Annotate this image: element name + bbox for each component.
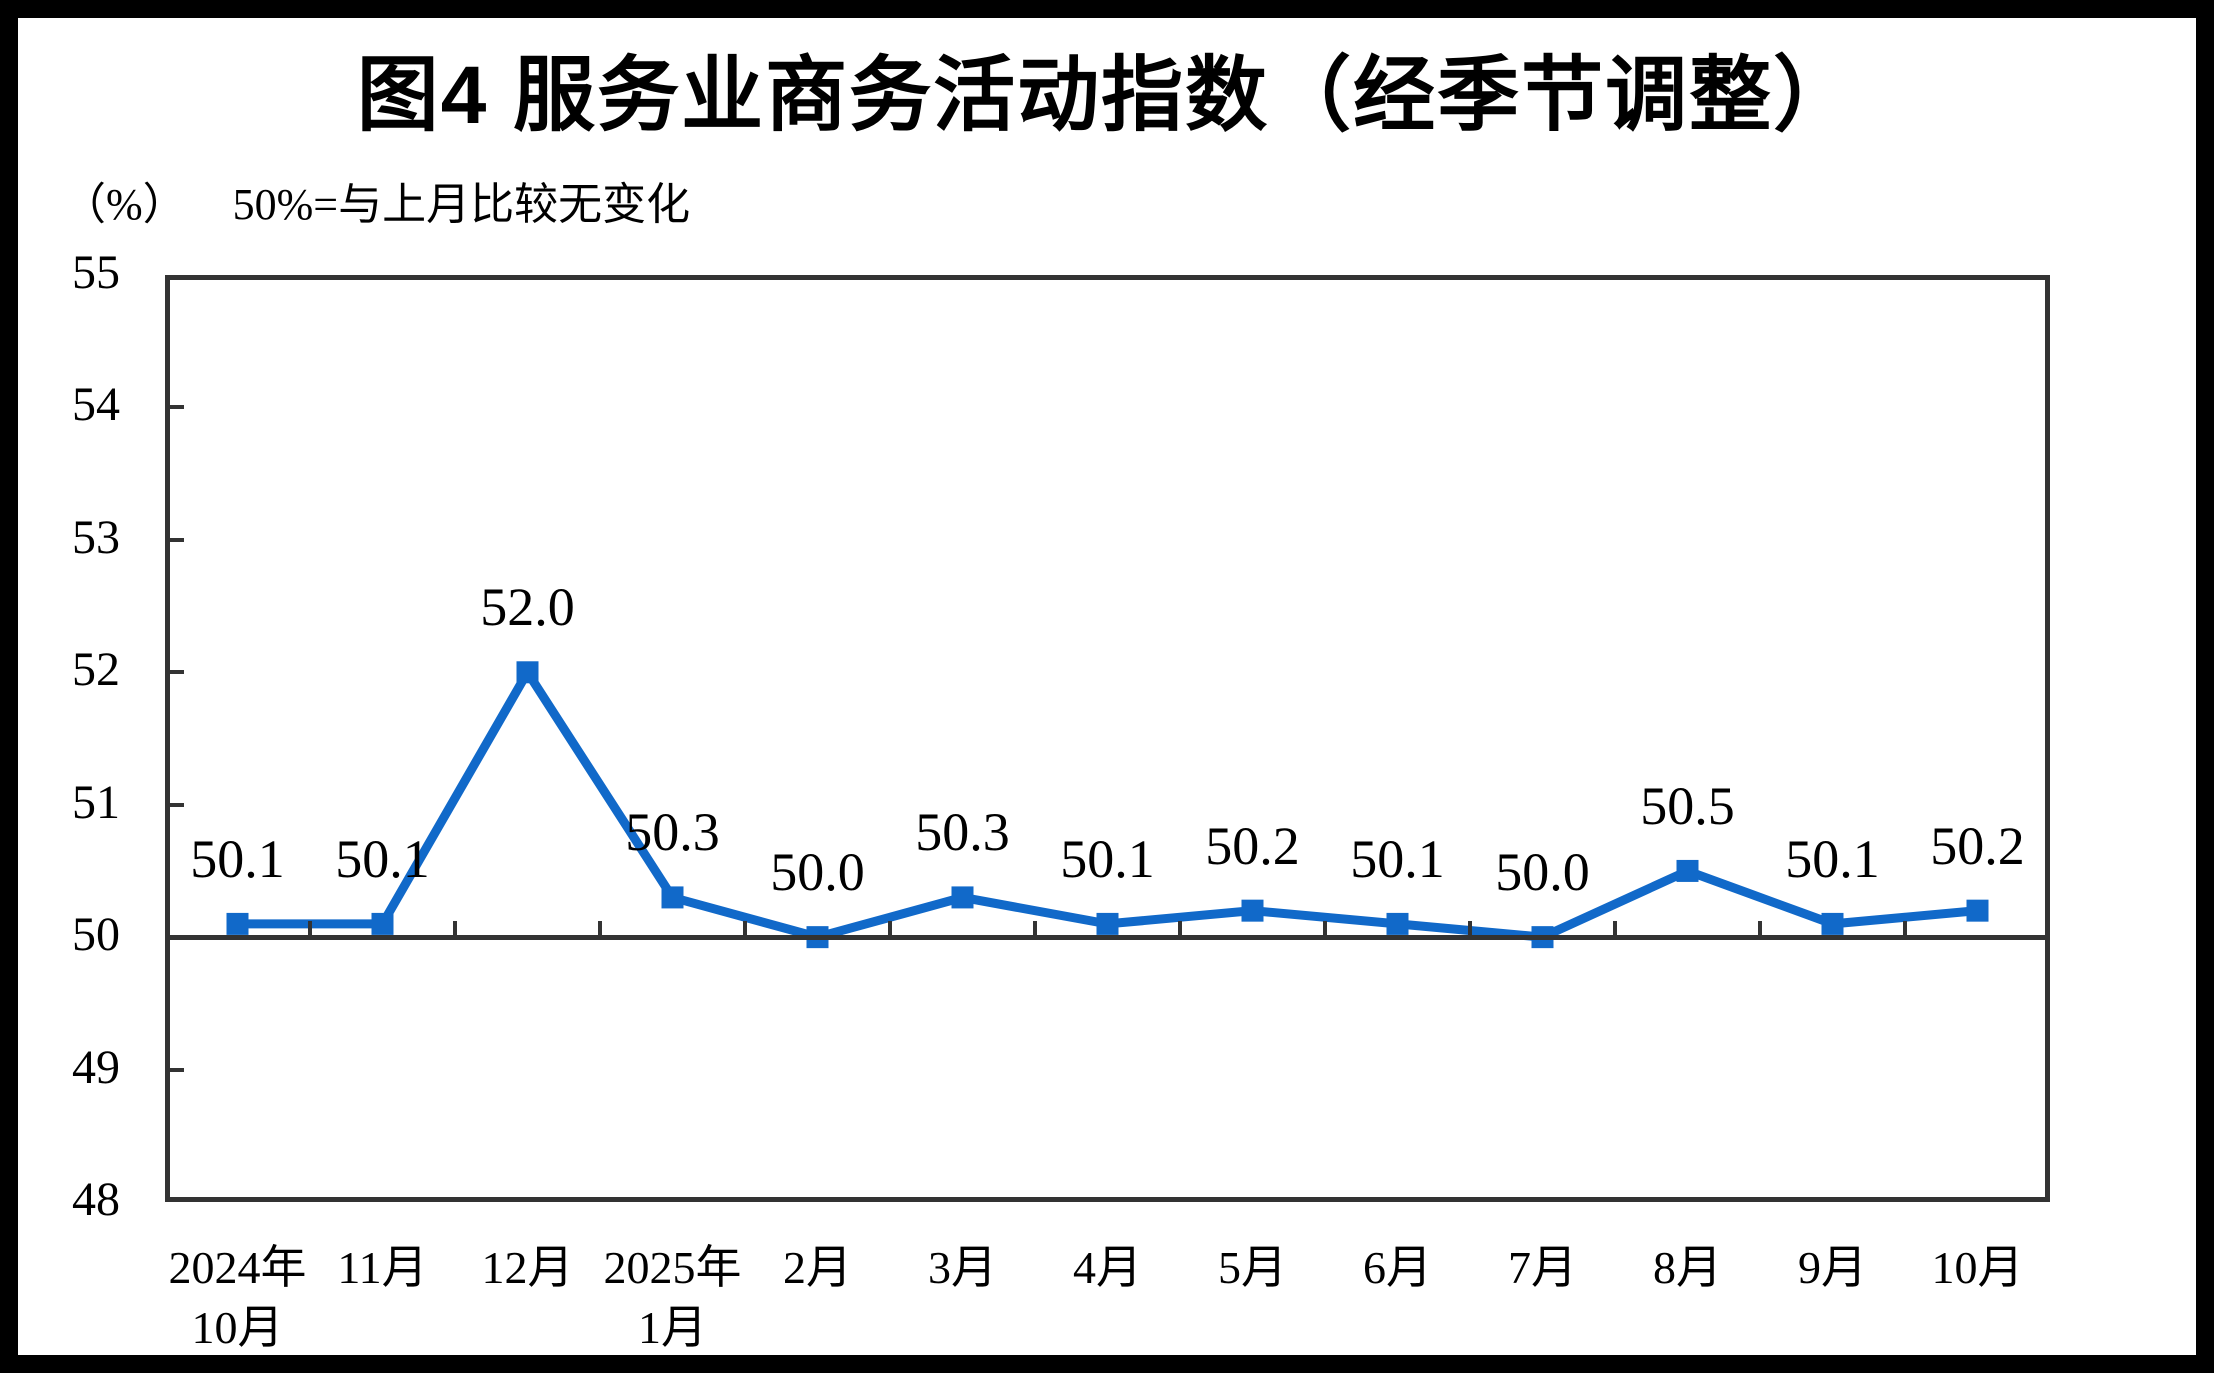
y-axis-label: 51	[72, 775, 120, 829]
y-axis-label: 50	[72, 908, 120, 962]
x-tick	[1468, 920, 1472, 935]
x-axis-label-line: 9月	[1798, 1242, 1867, 1293]
x-axis-label: 9月	[1798, 1238, 1867, 1298]
x-axis-label: 2月	[783, 1238, 852, 1298]
x-axis-label-line: 7月	[1508, 1242, 1577, 1293]
x-tick	[1903, 920, 1907, 935]
axis-unit-row: （%） 50%=与上月比较无变化	[62, 168, 690, 232]
x-axis-label: 2025年 1月	[604, 1238, 742, 1358]
x-axis-label-line: 8月	[1653, 1242, 1722, 1293]
x-tick	[598, 920, 602, 935]
x-axis-label: 11月	[337, 1238, 427, 1298]
data-label: 52.0	[480, 577, 575, 638]
x-axis-label: 10月	[1932, 1238, 2024, 1298]
data-label: 50.1	[335, 828, 430, 889]
x-axis-label-line: 1月	[638, 1301, 707, 1353]
data-label: 50.1	[1350, 828, 1445, 889]
x-axis-label-line: 6月	[1363, 1242, 1432, 1293]
data-label: 50.0	[1495, 842, 1590, 903]
data-label: 50.2	[1205, 815, 1300, 876]
x-axis-label-line: 2024年	[168, 1242, 307, 1293]
y-axis-label: 52	[72, 643, 120, 697]
y-tick	[170, 1067, 184, 1072]
x-axis-label-line: 10月	[1931, 1242, 2024, 1293]
data-label: 50.5	[1640, 775, 1735, 836]
x-axis-label: 8月	[1653, 1238, 1722, 1298]
x-tick	[1178, 920, 1182, 935]
y-axis-label: 53	[72, 510, 120, 564]
x-axis-label-line: 5月	[1218, 1242, 1287, 1293]
y-axis-label: 48	[72, 1173, 120, 1226]
x-axis-label-line: 2月	[783, 1242, 852, 1293]
x-axis-label-line: 12月	[481, 1242, 574, 1293]
x-axis-label: 2024年 10月	[169, 1238, 307, 1358]
y-axis-label: 49	[72, 1040, 120, 1094]
x-tick	[1758, 920, 1762, 935]
x-axis-label: 6月	[1363, 1238, 1432, 1298]
data-label: 50.2	[1930, 815, 2025, 876]
x-axis-label: 4月	[1073, 1238, 1142, 1298]
x-axis-label: 3月	[928, 1238, 997, 1298]
y-tick	[170, 670, 184, 675]
data-label: 50.1	[1785, 828, 1880, 889]
data-label: 50.1	[1060, 828, 1155, 889]
data-label: 50.3	[915, 802, 1010, 863]
x-axis-label: 5月	[1218, 1238, 1287, 1298]
chart-title: 图4 服务业商务活动指数（经季节调整）	[356, 50, 1858, 141]
x-axis-label: 7月	[1508, 1238, 1577, 1298]
reference-note: 50%=与上月比较无变化	[232, 180, 691, 229]
data-label: 50.1	[190, 828, 285, 889]
x-axis-label-line: 11月	[337, 1242, 428, 1293]
y-tick	[170, 537, 184, 542]
x-axis-label: 12月	[482, 1238, 574, 1298]
data-label: 50.0	[770, 842, 865, 903]
x-axis-label-line: 4月	[1073, 1242, 1142, 1293]
x-tick	[308, 920, 312, 935]
y-axis-unit-label: （%）	[62, 180, 187, 229]
data-label: 50.3	[625, 802, 720, 863]
x-tick	[1033, 920, 1037, 935]
x-tick	[1613, 920, 1617, 935]
y-tick	[170, 802, 184, 807]
x-tick	[453, 920, 457, 935]
x-tick	[888, 920, 892, 935]
plot-area	[165, 275, 2050, 1202]
x-axis-label-line: 10月	[191, 1301, 284, 1353]
y-tick	[170, 405, 184, 410]
category-axis-line	[165, 934, 2050, 940]
y-axis-label: 55	[72, 246, 120, 299]
x-tick	[1323, 920, 1327, 935]
y-axis-label: 54	[72, 378, 120, 432]
x-axis-label-line: 3月	[928, 1242, 997, 1293]
x-axis-label-line: 2025年	[603, 1242, 742, 1293]
x-tick	[743, 920, 747, 935]
